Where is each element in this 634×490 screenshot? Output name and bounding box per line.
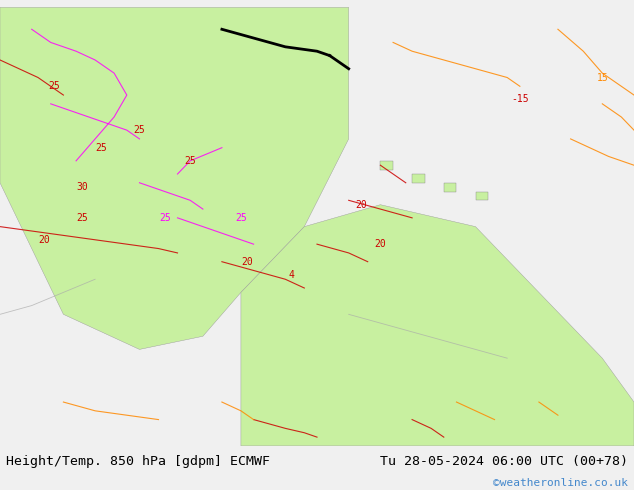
Text: Tu 28-05-2024 06:00 UTC (00+78): Tu 28-05-2024 06:00 UTC (00+78) — [380, 455, 628, 468]
Polygon shape — [476, 192, 488, 200]
Text: 25: 25 — [96, 143, 107, 153]
Polygon shape — [412, 174, 425, 183]
Polygon shape — [241, 205, 634, 446]
Text: 20: 20 — [375, 239, 386, 249]
Text: 25: 25 — [235, 213, 247, 223]
Text: 25: 25 — [48, 81, 60, 91]
Text: -15: -15 — [511, 95, 529, 104]
Polygon shape — [444, 183, 456, 192]
Text: 20: 20 — [356, 200, 367, 210]
Text: 25: 25 — [134, 125, 145, 135]
Text: 15: 15 — [597, 73, 608, 82]
Text: Height/Temp. 850 hPa [gdpm] ECMWF: Height/Temp. 850 hPa [gdpm] ECMWF — [6, 455, 270, 468]
Text: 20: 20 — [242, 257, 253, 267]
Text: 25: 25 — [159, 213, 171, 223]
Text: 30: 30 — [77, 182, 88, 192]
Text: 20: 20 — [39, 235, 50, 245]
Text: 4: 4 — [288, 270, 295, 280]
Text: 25: 25 — [184, 156, 196, 166]
Polygon shape — [380, 161, 393, 170]
Text: 25: 25 — [77, 213, 88, 223]
Polygon shape — [0, 7, 349, 349]
Text: ©weatheronline.co.uk: ©weatheronline.co.uk — [493, 478, 628, 489]
